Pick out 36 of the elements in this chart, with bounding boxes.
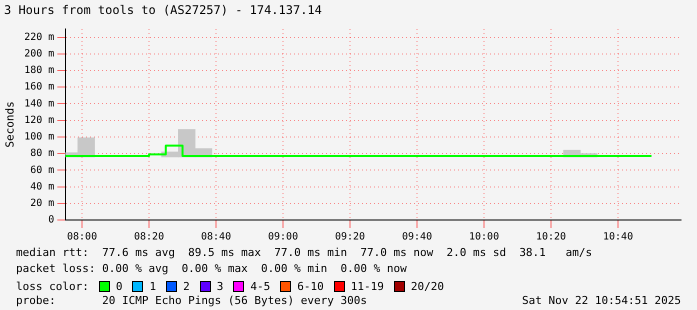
chart-title: 3 Hours from tools to (AS27257) - 174.137.14	[3, 2, 323, 19]
y-tick-label: 20 m	[30, 198, 54, 209]
y-tick-label: 220 m	[24, 32, 54, 43]
x-tick-label: 09:00	[268, 232, 298, 243]
y-tick-label: 0	[48, 214, 54, 226]
text: 1	[149, 280, 156, 292]
y-tick-label: 160 m	[24, 82, 54, 93]
x-tick-label: 10:40	[602, 232, 634, 243]
text: median rtt: 77.6 ms avg 89.5 ms max 77.0 ms min 77.0 ms now 2.0 ms sd 38.1 am/s	[16, 246, 594, 261]
y-tick-label: 40 m	[30, 181, 54, 192]
text: loss color:	[16, 280, 89, 292]
y-tick-label: 80 m	[30, 148, 54, 160]
x-tick-label: 10:00	[468, 232, 500, 243]
x-tick-label: 08:00	[66, 232, 98, 243]
y-axis-title: Seconds	[3, 101, 16, 148]
text: 2	[183, 280, 190, 292]
y-tick-label: 60 m	[30, 164, 54, 176]
text: 0	[116, 280, 122, 292]
text: 11-19	[350, 280, 384, 292]
text: 4-5	[250, 280, 270, 292]
x-tick-label: 09:40	[402, 232, 432, 243]
x-tick-label: 08:40	[200, 232, 232, 243]
text: packet loss: 0.00 % avg 0.00 % max 0.00 % min 0.00 % now	[16, 262, 408, 277]
text: Sat Nov 22 10:54:51 2025	[522, 294, 681, 309]
y-tick-label: 100 m	[24, 132, 54, 143]
y-tick-label: 180 m	[24, 65, 54, 76]
y-tick-label: 200 m	[24, 48, 54, 60]
x-tick-label: 10:20	[536, 232, 566, 243]
y-tick-label: 140 m	[24, 98, 54, 110]
text: 6-10	[297, 280, 324, 292]
text: probe: 20 ICMP Echo Pings (56 Bytes) every 300s	[16, 294, 367, 309]
text: 20/20	[410, 280, 444, 292]
x-tick-label: 09:20	[334, 232, 366, 243]
text: 3	[216, 280, 224, 292]
x-tick-label: 08:20	[134, 232, 164, 243]
y-tick-label: 120 m	[24, 114, 54, 126]
